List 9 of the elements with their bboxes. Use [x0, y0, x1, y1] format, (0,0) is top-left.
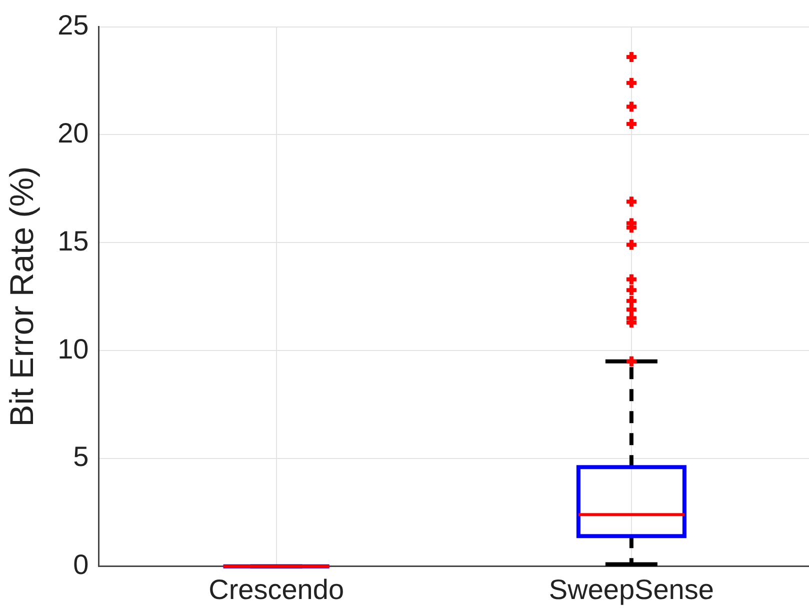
x-tick-label: Crescendo [208, 574, 344, 605]
y-tick-label: 5 [73, 441, 89, 472]
y-tick-label: 25 [58, 10, 89, 41]
y-tick-label: 15 [58, 225, 89, 256]
y-tick-label: 0 [73, 549, 89, 580]
y-tick-label: 10 [58, 333, 89, 364]
y-axis-title: Bit Error Rate (%) [2, 166, 40, 427]
y-tick-label: 20 [58, 117, 89, 148]
x-tick-label: SweepSense [548, 574, 714, 605]
